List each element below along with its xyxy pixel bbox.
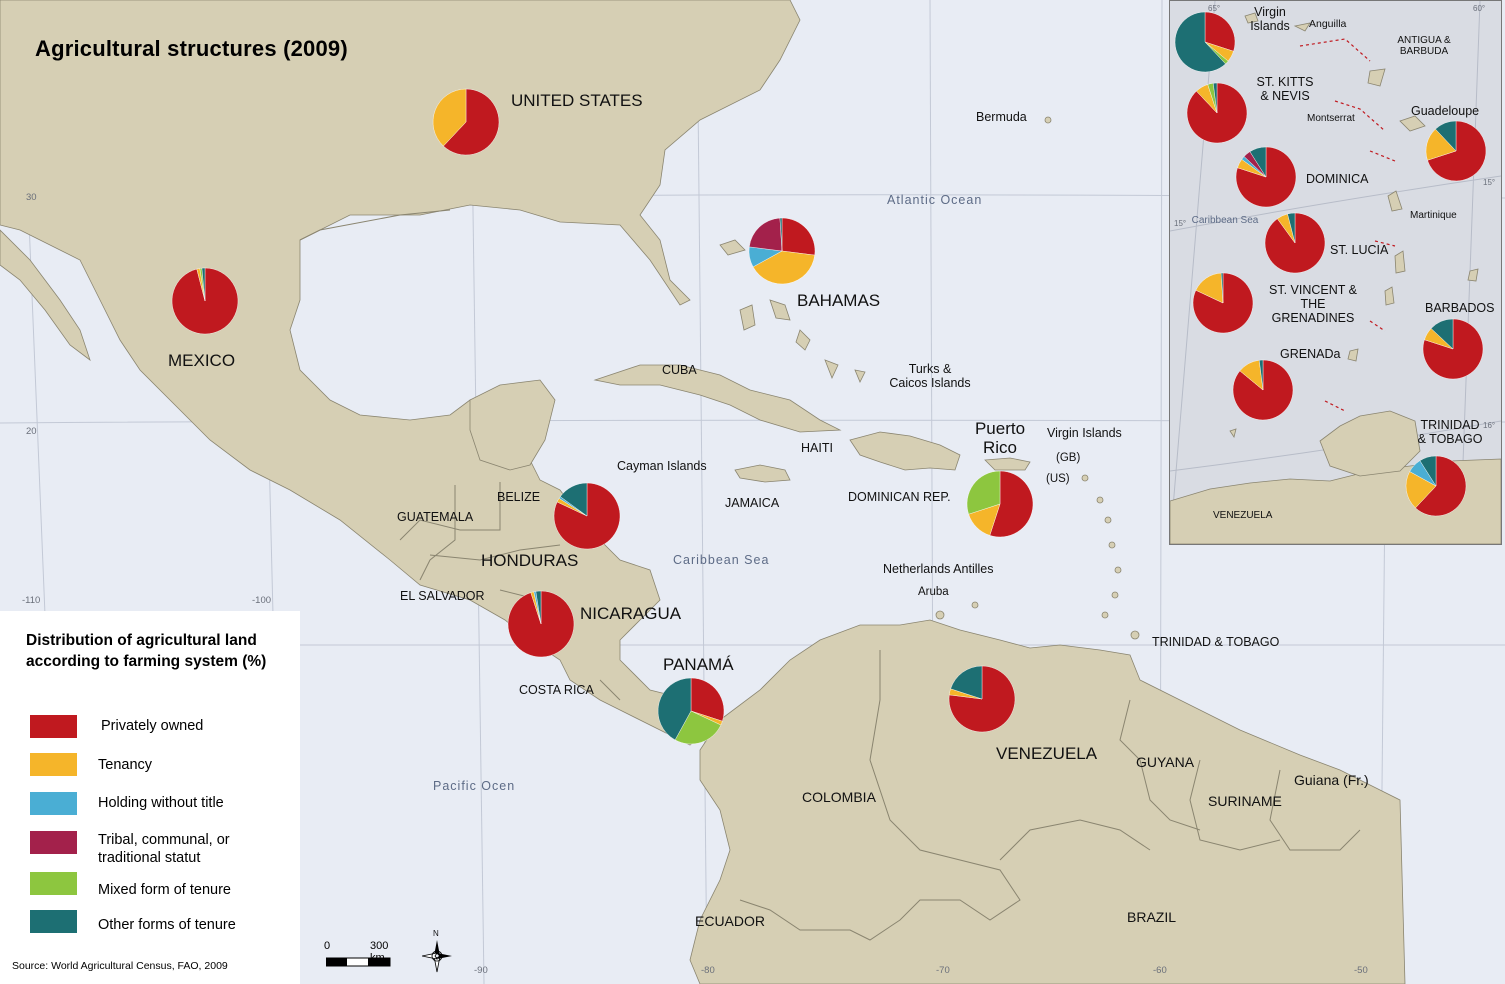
lon-tick-110: -110 [22, 595, 41, 606]
legend-label-tenancy: Tenancy [98, 757, 153, 773]
inset-label-st-vincent: ST. VINCENT & THE GRENADINES [1269, 283, 1357, 325]
label-turks: Turks & Caicos Islands [889, 362, 971, 390]
inset-label-barbados: BARBADOS [1425, 301, 1495, 315]
label-haiti: HAITI [801, 441, 833, 455]
label-virgin-islands: Virgin Islands [1047, 426, 1122, 440]
lon-tick-60: -60 [1153, 965, 1167, 976]
legend-label-other: Other forms of tenure [98, 917, 236, 933]
inset-label-st-lucia: ST. LUCIA [1330, 243, 1389, 257]
label-cuba: CUBA [662, 363, 697, 377]
lon-tick-50: -50 [1354, 965, 1368, 976]
inset-label-dominica: DOMINICA [1306, 172, 1369, 186]
lon-tick-80: -80 [701, 965, 715, 976]
inset-label-anguilla: Anguilla [1309, 18, 1347, 30]
label-pacific-ocean: Pacific Ocen [433, 779, 516, 793]
inset-map [1170, 1, 1501, 544]
label-mexico: MEXICO [168, 351, 236, 370]
inset-tick-65: 65° [1208, 4, 1221, 13]
legend-swatch-other [30, 910, 77, 933]
label-colombia: COLOMBIA [802, 789, 876, 805]
source-note: Source: World Agricultural Census, FAO, … [12, 960, 228, 972]
jamaica-land [734, 464, 791, 483]
label-united-states: UNITED STATES [511, 91, 643, 110]
inset-label-st-kitts: ST. KITTS & NEVIS [1256, 75, 1314, 103]
inset-label-martinique: Martinique [1410, 210, 1457, 221]
legend-swatch-tenancy [30, 753, 77, 776]
lon-tick-70: -70 [936, 965, 950, 976]
label-panama: PANAMÁ [663, 655, 734, 674]
label-bahamas: BAHAMAS [797, 291, 881, 310]
lesser-antilles-inset: Virgin Islands Anguilla ANTIGUA & BARBUD… [1169, 0, 1502, 545]
inset-label-trinidad: TRINIDAD & TOBAGO [1417, 418, 1483, 446]
label-guyana: GUYANA [1136, 754, 1195, 770]
legend-title: Distribution of agricultural land accord… [26, 632, 267, 670]
lon-tick-100: -100 [252, 595, 272, 606]
lesser-antilles-islands [935, 116, 1140, 640]
scale-zero-label: 0 [324, 940, 331, 952]
inset-tick-15a: 15° [1174, 219, 1187, 228]
cuba-land [593, 364, 842, 433]
label-atlantic-ocean: Atlantic Ocean [887, 193, 983, 207]
label-netherlands-antilles: Netherlands Antilles [883, 562, 994, 576]
label-suriname: SURINAME [1208, 793, 1282, 809]
inset-tick-60: 60° [1473, 4, 1486, 13]
inset-tick-16: 16° [1483, 421, 1496, 430]
hispaniola-land [849, 431, 961, 471]
label-nicaragua: NICARAGUA [580, 604, 682, 623]
inset-tick-15b: 15° [1483, 178, 1496, 187]
label-guatemala: GUATEMALA [397, 510, 474, 524]
legend-swatch-privately-owned [30, 715, 77, 738]
label-puerto-rico: Puerto Rico [974, 419, 1026, 457]
south-america-land [689, 619, 1406, 984]
label-bermuda: Bermuda [976, 110, 1027, 124]
label-aruba: Aruba [918, 586, 949, 598]
label-caribbean-sea: Caribbean Sea [673, 553, 770, 567]
label-brazil: BRAZIL [1127, 909, 1177, 925]
label-belize: BELIZE [497, 490, 541, 504]
label-gb: (GB) [1056, 452, 1081, 464]
label-ecuador: ECUADOR [695, 913, 766, 929]
label-costa-rica: COSTA RICA [519, 683, 594, 697]
legend-swatch-tribal [30, 831, 77, 854]
inset-label-venezuela: VENEZUELA [1213, 510, 1273, 521]
label-venezuela: VENEZUELA [996, 744, 1098, 763]
label-honduras: HONDURAS [481, 551, 579, 570]
legend-swatch-holding-without-title [30, 792, 77, 815]
map-title: Agricultural structures (2009) [35, 36, 348, 61]
inset-label-virgin-islands: Virgin Islands [1250, 5, 1290, 33]
inset-label-grenada: GRENADa [1280, 347, 1341, 361]
lat-tick-30: 30 [26, 192, 37, 203]
legend-label-mixed: Mixed form of tenure [98, 882, 231, 898]
yucatan-land [469, 379, 556, 471]
puerto-rico-land [984, 457, 1031, 471]
label-trinidad: TRINIDAD & TOBAGO [1152, 635, 1280, 649]
label-guiana: Guiana (Fr.) [1294, 772, 1369, 788]
inset-label-caribbean: Caribbean Sea [1191, 215, 1259, 226]
inset-label-antigua: ANTIGUA & BARBUDA [1397, 35, 1451, 57]
lon-tick-90: -90 [474, 965, 488, 976]
north-label: N [433, 929, 439, 938]
label-us: (US) [1046, 473, 1070, 485]
legend-label-privately-owned: Privately owned [101, 718, 204, 734]
lat-tick-20: 20 [26, 426, 37, 437]
bahamas-islands [719, 239, 866, 383]
scale-bar-graphic [326, 957, 391, 967]
inset-label-montserrat: Montserrat [1307, 113, 1355, 124]
label-el-salvador: EL SALVADOR [400, 589, 485, 603]
baja-california-land [0, 229, 91, 362]
legend-label-holding-without-title: Holding without title [98, 795, 224, 811]
legend-label-tribal: Tribal, communal, or traditional statut [98, 832, 230, 867]
legend-swatch-mixed [30, 872, 77, 895]
label-cayman: Cayman Islands [617, 459, 707, 473]
inset-label-guadeloupe: Guadeloupe [1411, 104, 1480, 118]
label-dominican-rep: DOMINICAN REP. [848, 490, 951, 504]
label-jamaica: JAMAICA [725, 496, 780, 510]
legend: Distribution of agricultural land accord… [0, 611, 300, 984]
compass-icon [422, 940, 452, 973]
